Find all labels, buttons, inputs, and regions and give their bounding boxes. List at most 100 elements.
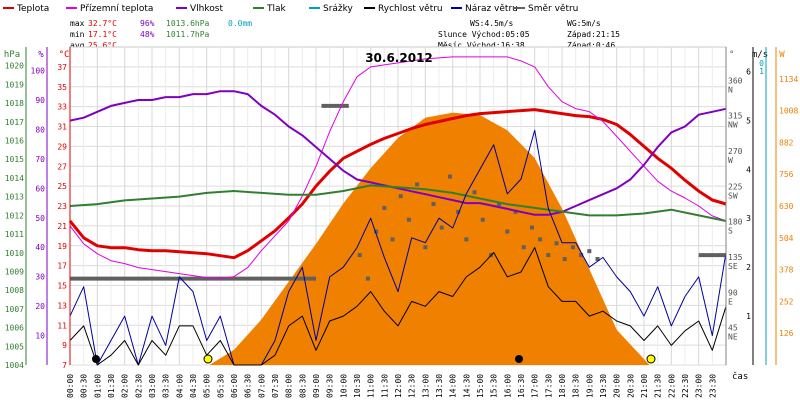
- wind-direction-point: [570, 245, 575, 250]
- wind-direction-point: [374, 229, 379, 234]
- solar-radiation-area: [209, 112, 650, 365]
- time-tick-label: 02:00: [121, 374, 130, 398]
- rain-tick-label: 0: [759, 59, 764, 68]
- solar-tick-label: 882: [779, 138, 794, 147]
- humidity-tick-label: 100: [31, 67, 46, 76]
- time-tick-label: 14:30: [462, 374, 471, 398]
- wind-direction-point: [513, 209, 518, 214]
- direction-tick-label: 90: [728, 288, 738, 297]
- pressure-tick-label: 1010: [5, 249, 24, 258]
- direction-tick-label: NE: [728, 333, 738, 342]
- temperature-tick-label: 33: [57, 103, 67, 112]
- pressure-tick-label: 1012: [5, 211, 24, 220]
- humidity-tick-label: 50: [35, 214, 45, 223]
- direction-tick-label: SW: [728, 191, 738, 200]
- pressure-tick-label: 1011: [5, 230, 24, 239]
- stat-ws: WS:4.5m/s: [470, 19, 514, 28]
- stat-min-press: 1011.7hPa: [166, 30, 210, 39]
- pressure-tick-label: 1019: [5, 80, 24, 89]
- wind-direction-point: [579, 253, 584, 258]
- stat-moon: Měsíc Východ:16:38: [438, 41, 525, 50]
- wind-direction-point: [587, 249, 592, 254]
- humidity-tick-label: 30: [35, 273, 45, 282]
- series-line: [69, 129, 727, 366]
- series-line: [69, 184, 727, 222]
- solar-tick-label: 1008: [779, 107, 798, 116]
- time-tick-label: 08:30: [298, 374, 307, 398]
- humidity-tick-label: 40: [35, 243, 45, 252]
- direction-tick-label: 225: [728, 182, 743, 191]
- time-tick-label: 08:00: [285, 374, 294, 398]
- series-line: [69, 247, 727, 366]
- stat-max-label: max: [70, 19, 85, 28]
- direction-tick-label: N: [728, 85, 733, 94]
- time-tick-label: 09:30: [326, 374, 335, 398]
- wind-direction-point: [538, 237, 543, 242]
- axes: hPa% °C ° m/s Wčas10041005100610071008100910…: [4, 47, 798, 398]
- humidity-tick-label: 10: [35, 332, 45, 341]
- time-tick-label: 12:00: [394, 374, 403, 398]
- humidity-axis-title: %: [38, 50, 44, 60]
- solar-tick-label: 630: [779, 202, 794, 211]
- time-tick-label: 10:30: [353, 374, 362, 398]
- temperature-tick-label: 37: [57, 63, 67, 72]
- solar-tick-label: 126: [779, 329, 794, 338]
- wind-direction-point: [431, 202, 436, 207]
- solar-tick-label: 378: [779, 266, 794, 275]
- direction-tick-label: 180: [728, 218, 743, 227]
- stat-sun: Slunce Východ:05:05: [438, 30, 530, 39]
- time-tick-label: 06:00: [230, 374, 239, 398]
- stat-max-press: 1013.6hPa: [166, 19, 210, 28]
- wind-direction-point: [464, 237, 469, 242]
- moon-rise-marker: [515, 355, 523, 363]
- wind-direction-point: [546, 253, 551, 258]
- temperature-tick-label: 31: [57, 123, 67, 132]
- wind-direction-point: [423, 245, 428, 250]
- time-tick-label: 01:00: [93, 374, 102, 398]
- time-tick-label: 10:00: [339, 374, 348, 398]
- time-tick-label: 06:30: [244, 374, 253, 398]
- humidity-tick-label: 70: [35, 155, 45, 164]
- wind-direction-point: [415, 182, 420, 187]
- direction-axis-title: °: [729, 50, 734, 60]
- chart-title: 30.6.2012: [365, 51, 433, 65]
- solar-axis-title: W: [779, 50, 785, 60]
- rain-tick-label: 1: [759, 67, 764, 76]
- stat-sun-set: Západ:21:15: [567, 30, 620, 39]
- time-tick-label: 21:30: [654, 374, 663, 398]
- temperature-axis-title: °C: [59, 50, 70, 60]
- wind-direction-point: [390, 237, 395, 242]
- stat-moon-set: Západ:0:46: [567, 41, 615, 50]
- stat-max-hum: 96%: [140, 19, 155, 28]
- time-tick-label: 17:00: [531, 374, 540, 398]
- time-tick-label: 07:00: [257, 374, 266, 398]
- time-tick-label: 01:30: [107, 374, 116, 398]
- pressure-tick-label: 1004: [5, 361, 24, 370]
- wind-tick-label: 3: [746, 214, 751, 223]
- direction-tick-label: 135: [728, 253, 743, 262]
- pressure-tick-label: 1013: [5, 193, 24, 202]
- pressure-axis-title: hPa: [4, 50, 20, 60]
- direction-tick-label: SE: [728, 262, 738, 271]
- temperature-tick-label: 27: [57, 162, 67, 171]
- stat-min-hum: 48%: [140, 30, 155, 39]
- temperature-tick-label: 19: [57, 242, 67, 251]
- time-tick-label: 12:30: [408, 374, 417, 398]
- direction-tick-label: S: [728, 227, 733, 236]
- wind-tick-label: 6: [746, 67, 751, 76]
- wind-direction-point: [357, 253, 362, 258]
- pressure-tick-label: 1007: [5, 305, 24, 314]
- humidity-tick-label: 90: [35, 96, 45, 105]
- stat-avg-label: avg: [70, 41, 85, 50]
- pressure-tick-label: 1009: [5, 267, 24, 276]
- pressure-tick-label: 1014: [5, 174, 24, 183]
- wind-direction-point: [398, 194, 403, 199]
- temperature-tick-label: 15: [57, 282, 67, 291]
- solar-tick-label: 504: [779, 234, 794, 243]
- time-tick-label: 18:00: [558, 374, 567, 398]
- wind-tick-label: 1: [746, 312, 751, 321]
- wind-direction-point: [472, 190, 477, 195]
- time-tick-label: 03:00: [148, 374, 157, 398]
- moon-set-marker: [92, 355, 100, 363]
